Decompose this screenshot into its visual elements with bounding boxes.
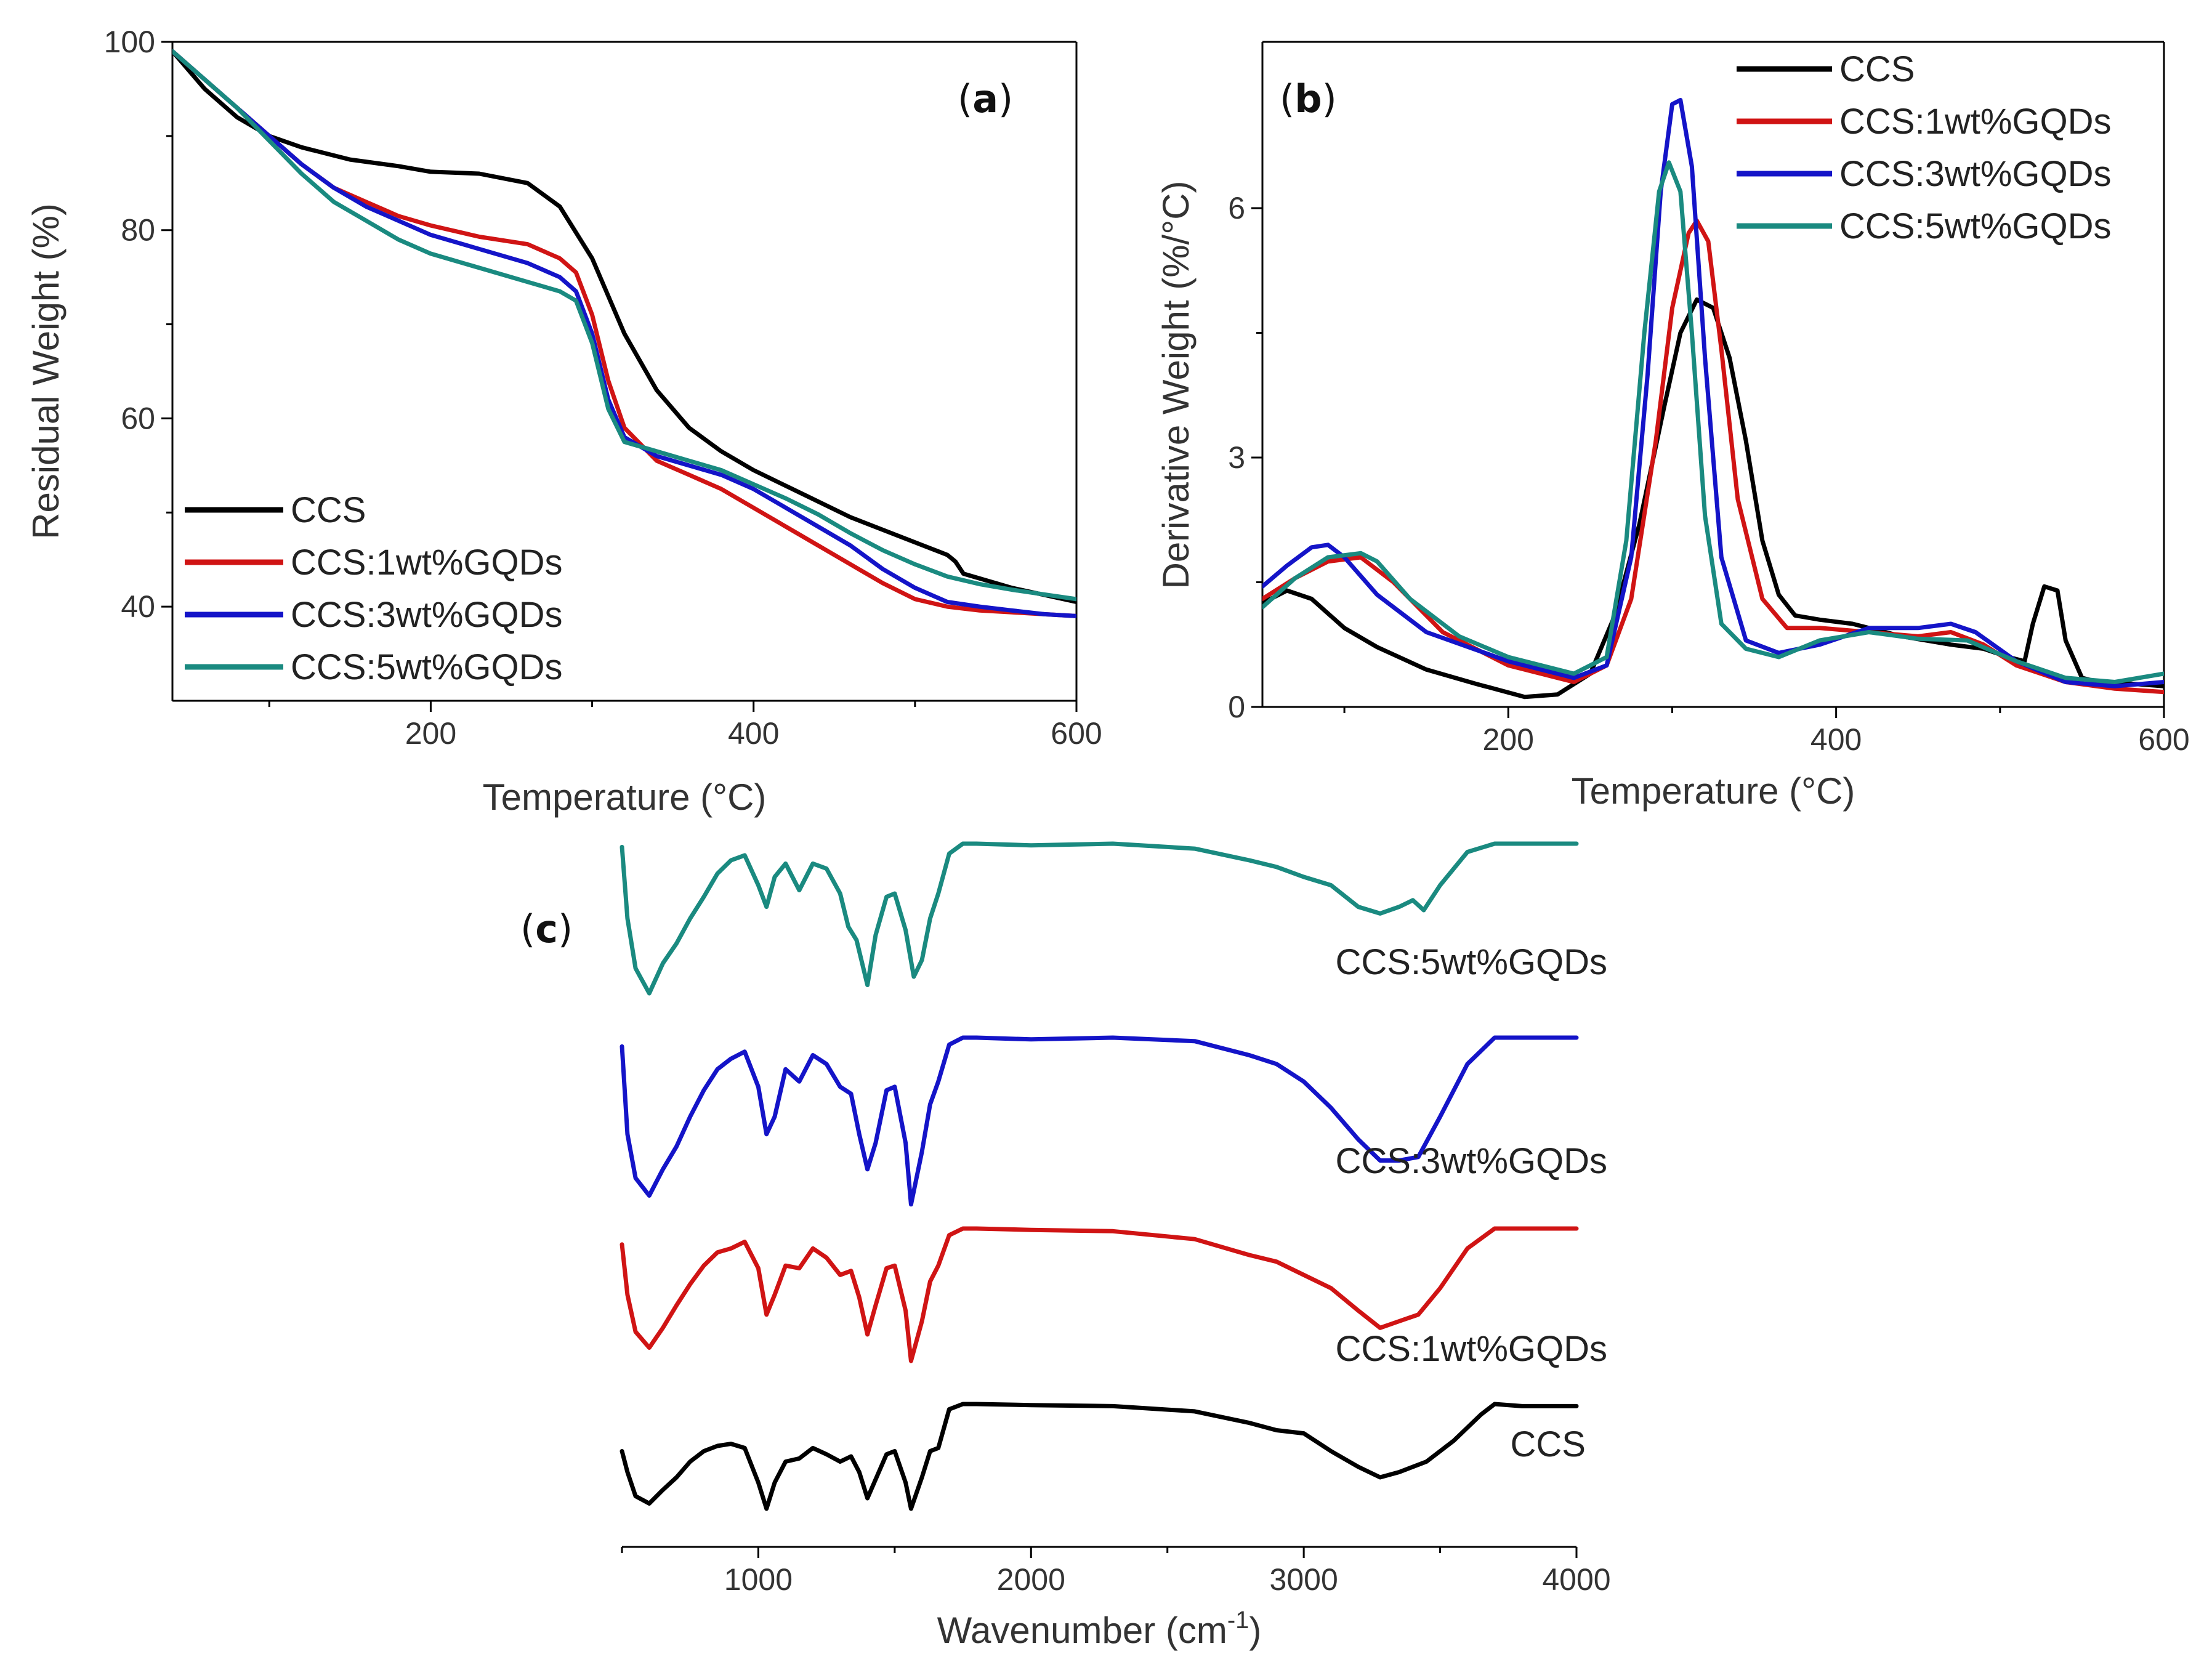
panel-b-xtick-label: 200 (1483, 722, 1534, 757)
panel-c-label-open: ( (520, 906, 535, 951)
panel-c-series-label-ccs-1wt-gqds: CCS:1wt%GQDs (1335, 1329, 1607, 1369)
panel-b-series-ccs-3wt-gqds (1262, 98, 2164, 688)
panel-b-xtick-label: 600 (2138, 722, 2189, 757)
panel-b-legend-label-ccs-1wt-gqds: CCS:1wt%GQDs (1839, 102, 2112, 142)
panel-c-label-letter: c (535, 906, 558, 951)
panel-a-xtick-label: 400 (728, 716, 779, 751)
panel-a-y-title: Residual Weight (%) (25, 203, 67, 539)
panel-b-x-title: Temperature (°C) (1572, 770, 1855, 812)
panel-a-label-open: ( (958, 76, 972, 121)
panel-c-xtick-label: 1000 (724, 1562, 793, 1597)
panel-b-label: (b) (1280, 76, 1337, 121)
panel-b-series-ccs-5wt-gqds (1262, 160, 2164, 684)
panel-c-xtick-label: 4000 (1542, 1562, 1610, 1597)
panel-b-y-title: Derivative Weight (%/°C) (1155, 180, 1197, 589)
panel-b-ytick-label: 6 (1228, 191, 1245, 225)
panel-a-series-ccs-3wt-gqds (172, 49, 1076, 618)
panel-a-xtick-label: 200 (405, 716, 456, 751)
panel-c-series-ccs-3wt-gqds (620, 1035, 1579, 1207)
panel-c-ticks: 1000 2000 3000 4000 (621, 1547, 1611, 1597)
panel-b-ticks: 200 400 600 0 3 6 (1228, 191, 2190, 757)
panel-c-x-title-text: Wavenumber (cm (937, 1610, 1227, 1651)
panel-a-ytick-label: 60 (121, 401, 155, 435)
panel-a-series-ccs-5wt-gqds (172, 49, 1076, 602)
panel-c-series-labels: CCS:5wt%GQDs CCS:3wt%GQDs CCS:1wt%GQDs CCS (1335, 942, 1607, 1464)
panel-b-legend-label-ccs-3wt-gqds: CCS:3wt%GQDs (1839, 154, 2112, 194)
panel-b-xtick-label: 400 (1810, 722, 1862, 757)
panel-a-label: (a) (958, 76, 1013, 121)
panel-c-x-title: Wavenumber (cm-1) (937, 1607, 1262, 1651)
panel-c-x-title-close: ) (1249, 1610, 1261, 1651)
panel-c-label: (c) (520, 906, 573, 951)
panel-a-label-close: ) (998, 76, 1013, 121)
panel-c-series-label-ccs-3wt-gqds: CCS:3wt%GQDs (1335, 1141, 1607, 1181)
panel-c-ftir-chart: 1000 2000 3000 4000 Wavenumber (cm-1) (c) C… (520, 841, 1611, 1651)
panel-c-series-ccs-1wt-gqds (620, 1226, 1579, 1363)
panel-a-legend: CCS CCS:1wt%GQDs CCS:3wt%GQDs CCS:5wt%GQDs (185, 490, 563, 687)
panel-b-label-letter: b (1294, 76, 1322, 121)
panel-b-legend: CCS CCS:1wt%GQDs CCS:3wt%GQDs CCS:5wt%GQDs (1737, 49, 2112, 246)
panel-c-xtick-label: 3000 (1270, 1562, 1338, 1597)
panel-a-legend-label-ccs: CCS (291, 490, 366, 530)
panel-a-series-ccs (172, 49, 1076, 604)
panel-a-label-letter: a (972, 76, 998, 121)
panel-b-ytick-label: 0 (1228, 690, 1245, 724)
panel-b-legend-label-ccs: CCS (1839, 49, 1915, 89)
panel-c-x-title-sup: -1 (1227, 1607, 1249, 1634)
panel-a-ytick-label: 40 (121, 589, 155, 624)
panel-c-series-group (620, 841, 1579, 1511)
panel-b-label-close: ) (1322, 76, 1337, 121)
panel-c-xtick-label: 2000 (997, 1562, 1065, 1597)
panel-b-label-open: ( (1280, 76, 1294, 121)
panel-a-tga-chart: 200 400 600 40 60 80 100 Temperature (°C) Resi… (25, 25, 1102, 818)
panel-c-series-label-ccs-5wt-gqds: CCS:5wt%GQDs (1335, 942, 1607, 982)
panel-b-legend-label-ccs-5wt-gqds: CCS:5wt%GQDs (1839, 206, 2112, 246)
panel-c-label-close: ) (558, 906, 573, 951)
panel-a-x-title: Temperature (°C) (483, 777, 767, 818)
panel-c-series-label-ccs: CCS (1511, 1424, 1586, 1464)
panel-b-series-ccs (1262, 297, 2164, 700)
panel-a-ticks: 200 400 600 40 60 80 100 (104, 25, 1102, 751)
panel-a-ytick-label: 80 (121, 213, 155, 248)
panel-c-series-ccs (620, 1402, 1579, 1511)
panel-a-legend-label-ccs-3wt-gqds: CCS:3wt%GQDs (291, 595, 563, 635)
panel-b-ytick-label: 3 (1228, 440, 1245, 475)
panel-a-ytick-label: 100 (104, 25, 155, 59)
panel-a-legend-label-ccs-1wt-gqds: CCS:1wt%GQDs (291, 543, 563, 583)
panel-c-series-ccs-5wt-gqds (620, 841, 1579, 996)
panel-a-series-group (172, 49, 1076, 618)
panel-a-xtick-label: 600 (1051, 716, 1102, 751)
panel-b-series-group (1262, 98, 2164, 700)
panel-b-dtg-chart: 200 400 600 0 3 6 Temperature (°C) Derivative… (1155, 41, 2190, 812)
panel-a-legend-label-ccs-5wt-gqds: CCS:5wt%GQDs (291, 647, 563, 687)
